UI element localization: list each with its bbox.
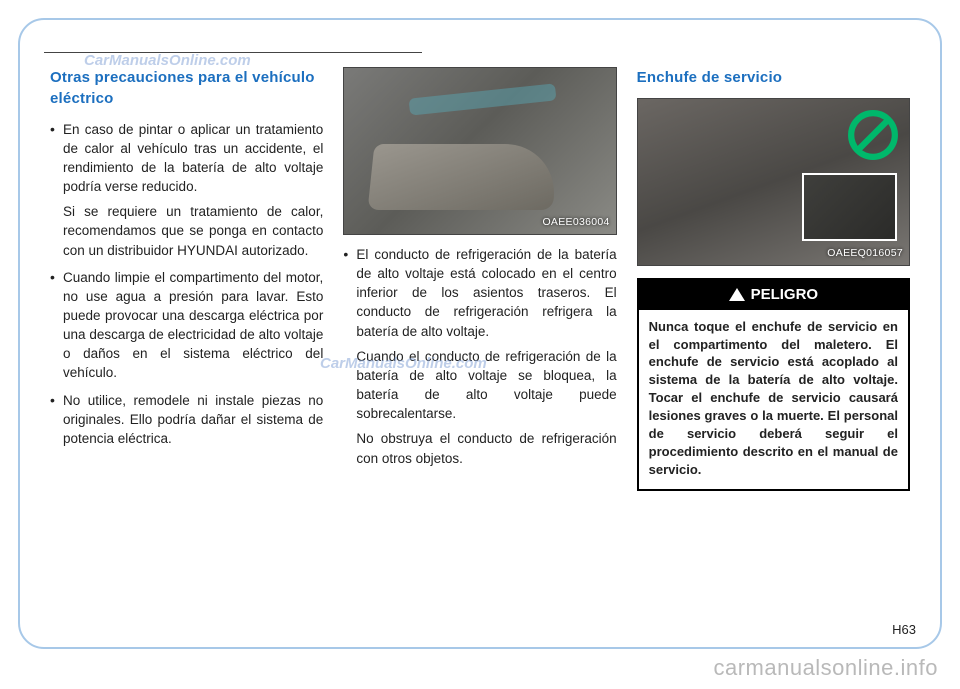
top-divider: [44, 52, 422, 53]
col1-b1-sub: Si se requiere un tratamiento de calor, …: [63, 202, 323, 259]
callout-inset: [802, 173, 897, 241]
trunk-service-plug-photo: OAEEQ016057: [637, 98, 910, 266]
col2-b1-text: El conducto de refrigeración de la bater…: [356, 247, 616, 339]
column-3: Enchufe de servicio OAEEQ016057 PELIGRO …: [637, 67, 910, 638]
column-2: OAEE036004 El conducto de refrigeración …: [343, 67, 616, 638]
peligro-body: Nunca toque el enchufe de servicio en el…: [639, 310, 908, 489]
col1-bullet-2: Cuando limpie el compartimento del motor…: [50, 268, 323, 383]
col1-b1-text: En caso de pintar o aplicar un tratamien…: [63, 122, 323, 194]
rear-seat-vent-photo: OAEE036004: [343, 67, 616, 235]
three-column-layout: Otras precauciones para el vehículo eléc…: [50, 67, 910, 638]
warning-triangle-icon: [729, 288, 745, 301]
vent-highlight: [409, 84, 556, 116]
column-1: Otras precauciones para el vehículo eléc…: [50, 67, 323, 638]
peligro-title: PELIGRO: [751, 284, 819, 305]
peligro-header: PELIGRO: [639, 280, 908, 309]
photo-code-2: OAEEQ016057: [827, 246, 903, 261]
col1-bullet-1: En caso de pintar o aplicar un tratamien…: [50, 120, 323, 260]
peligro-warning-box: PELIGRO Nunca toque el enchufe de servic…: [637, 278, 910, 491]
col1-heading: Otras precauciones para el vehículo eléc…: [50, 67, 323, 110]
col2-bullet-list: El conducto de refrigeración de la bater…: [343, 245, 616, 468]
seat-shape: [368, 144, 559, 210]
col3-heading: Enchufe de servicio: [637, 67, 910, 88]
page-number: H63: [892, 622, 916, 637]
photo-code-1: OAEE036004: [542, 215, 609, 230]
col2-b1-sub2: No obstruya el conducto de refrigeración…: [356, 429, 616, 467]
footer-watermark: carmanualsonline.info: [713, 655, 938, 681]
col2-b1-sub1: Cuando el conducto de refrigeración de l…: [356, 347, 616, 424]
manual-page-frame: Otras precauciones para el vehículo eléc…: [18, 18, 942, 649]
prohibition-icon: [847, 109, 899, 161]
col1-bullet-list: En caso de pintar o aplicar un tratamien…: [50, 120, 323, 449]
col1-bullet-3: No utilice, remodele ni instale piezas n…: [50, 391, 323, 448]
col2-bullet-1: El conducto de refrigeración de la bater…: [343, 245, 616, 468]
